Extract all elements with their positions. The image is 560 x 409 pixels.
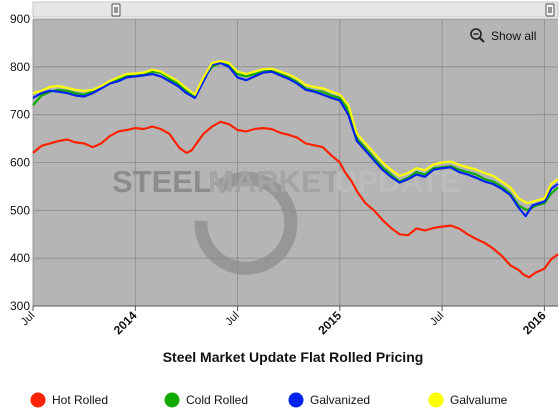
x-axis: Jul 2014 Jul 2015 Jul 2016 [19, 305, 558, 337]
legend-item-cold-rolled[interactable]: Cold Rolled [164, 392, 249, 408]
watermark-text-market: MARKET [208, 164, 341, 199]
y-tick-label: 300 [10, 299, 30, 313]
x-tick-label: 2015 [315, 308, 344, 337]
y-tick-label: 800 [10, 60, 30, 74]
legend-label: Hot Rolled [52, 393, 108, 407]
show-all-button[interactable]: Show all [470, 28, 536, 43]
watermark-logo: STEEL MARKET UPDATE [112, 164, 460, 275]
x-tick-label: 2014 [111, 308, 140, 337]
y-tick-label: 400 [10, 251, 30, 265]
navigator-bar[interactable] [32, 1, 559, 18]
magnifier-minus-icon [470, 28, 482, 40]
legend-marker [30, 392, 46, 408]
series-line-cold-rolled[interactable] [32, 61, 559, 212]
x-tick-label: 2016 [520, 308, 549, 337]
legend-label: Cold Rolled [186, 393, 248, 407]
legend-item-hot-rolled[interactable]: Hot Rolled [30, 392, 109, 408]
navigator-handle-left[interactable] [111, 3, 121, 17]
legend-label: Galvanized [310, 393, 370, 407]
series-line-galvalume[interactable] [32, 60, 559, 205]
watermark-text-steel: STEEL [112, 164, 212, 199]
legend-marker [288, 392, 304, 408]
series-line-galvanized[interactable] [32, 61, 559, 218]
series-line-hot-rolled[interactable] [32, 120, 559, 279]
y-tick-label: 500 [10, 203, 30, 217]
legend-marker [164, 392, 180, 408]
y-tick-label: 600 [10, 156, 30, 170]
navigator-handle-right[interactable] [545, 3, 555, 17]
x-tick-label: Jul [223, 310, 241, 328]
show-all-label: Show all [491, 29, 536, 43]
legend-item-galvalume[interactable]: Galvalume [428, 392, 508, 408]
legend-item-galvanized[interactable]: Galvanized [288, 392, 371, 408]
x-tick-label: Jul [428, 310, 446, 328]
legend-marker [428, 392, 444, 408]
y-axis: 300 400 500 600 700 800 900 [10, 12, 30, 313]
chart-title: Steel Market Update Flat Rolled Pricing [163, 349, 424, 365]
y-tick-label: 700 [10, 108, 30, 122]
y-tick-label: 900 [10, 12, 30, 26]
legend-label: Galvalume [450, 393, 508, 407]
legend: Hot Rolled Cold Rolled Galvanized Galvalume [30, 392, 508, 408]
series-lines [32, 60, 559, 279]
